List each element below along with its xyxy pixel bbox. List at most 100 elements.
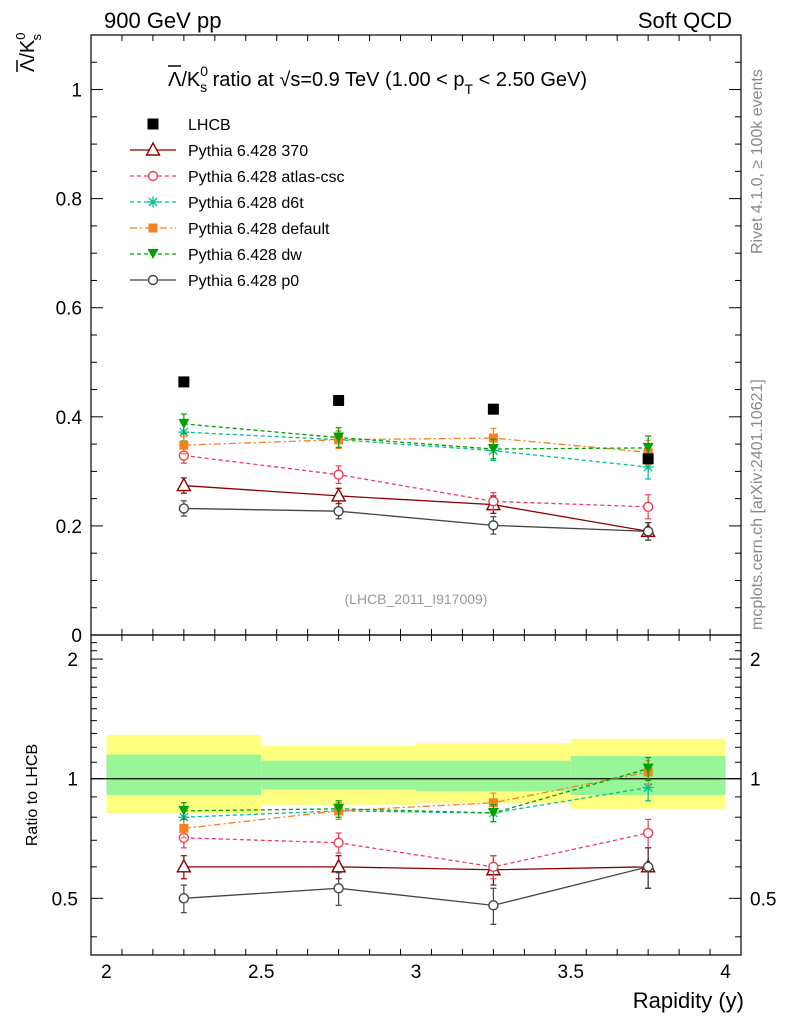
ylabel-sup: 0	[13, 33, 28, 40]
ratio-frame	[90, 634, 742, 956]
ratio-point-pythia-6-428-p0	[333, 883, 344, 894]
legend-label: Pythia 6.428 dw	[188, 247, 302, 264]
series-line-pythia-6-428-p0	[183, 507, 649, 533]
point-pythia-6-428-default	[488, 433, 498, 443]
legend-entry: Pythia 6.428 370	[130, 141, 308, 160]
x-axis-label: Rapidity (y)	[633, 988, 744, 1013]
ratio-point-pythia-6-428-default	[488, 798, 498, 808]
point-pythia-6-428-370	[176, 477, 192, 492]
ratio-point-pythia-6-428-default	[179, 823, 189, 833]
series-lhcb	[178, 376, 654, 465]
ratio-line-pythia-6-428-dw	[183, 768, 649, 814]
point-pythia-6-428-p0	[642, 526, 654, 537]
point-lhcb	[333, 394, 345, 406]
title-energy: s=0.9 TeV (1.00 < p	[290, 69, 464, 91]
x-tick-label: 2	[101, 962, 112, 983]
point-lhcb	[642, 453, 654, 465]
ratio-line-pythia-6-428-atlas-csc	[183, 832, 649, 868]
chart-title: Λ/K0 s ratio at √s=0.9 TeV (1.00 < pT < 2…	[168, 63, 587, 97]
rivet-version-label: Rivet 4.1.0, ≥ 100k events	[749, 69, 766, 254]
ylabel-lambda: Λ	[17, 58, 39, 72]
ratio-y-axis-label: Ratio to LHCB	[24, 744, 41, 846]
ratio-point-pythia-6-428-dw	[178, 805, 190, 816]
series-5	[178, 500, 654, 925]
point-pythia-6-428-atlas-csc	[642, 501, 654, 513]
series-line-pythia-6-428-370	[183, 484, 649, 533]
ylabel-sub: s	[29, 34, 44, 41]
star-stroke	[148, 197, 158, 207]
ratio-point-pythia-6-428-370	[176, 858, 192, 873]
star-stroke	[643, 783, 653, 793]
main-y-axis-label: Λ/K0s	[13, 33, 44, 73]
ratio-y-tick-label: 0.5	[52, 889, 78, 910]
legend-marker	[145, 141, 161, 156]
legend-label: Pythia 6.428 d6t	[188, 195, 304, 212]
mcplots-label: mcplots.cern.ch [arXiv:2401.10621]	[749, 379, 766, 630]
legend-entry: Pythia 6.428 p0	[130, 273, 299, 290]
point-pythia-6-428-p0	[333, 505, 344, 517]
legend-marker	[148, 223, 158, 233]
legend-label: Pythia 6.428 370	[188, 143, 308, 160]
point-pythia-6-428-atlas-csc	[333, 469, 344, 480]
x-tick-label: 3	[411, 962, 422, 983]
legend-label: LHCB	[188, 117, 231, 134]
legend-marker	[147, 118, 159, 130]
ratio-band-inner	[106, 754, 262, 795]
legend-marker	[147, 196, 159, 208]
ratio-point-pythia-6-428-atlas-csc	[333, 837, 344, 848]
point-lhcb	[487, 403, 499, 415]
y-tick-label: 0.4	[56, 408, 83, 429]
axes: 2 2.5 3 3.5 4 0 0.2 0.4 0.6 0.8 1 0.5 0.5 1 1 2 2	[52, 34, 776, 983]
point-pythia-6-428-dw	[333, 432, 345, 443]
ratio-point-pythia-6-428-p0	[488, 900, 499, 911]
header-right-label: Soft QCD	[638, 8, 732, 33]
ratio-bands	[91, 734, 741, 813]
ratio-point-pythia-6-428-p0	[642, 861, 654, 873]
series-line-pythia-6-428-default	[183, 437, 649, 453]
ratio-y-tick-label: 2	[67, 650, 78, 671]
point-pythia-6-428-dw	[178, 418, 190, 429]
title-sqrt: √	[279, 69, 290, 91]
legend-entry: Pythia 6.428 atlas-csc	[130, 169, 345, 186]
ylabel-k: /K	[17, 39, 39, 59]
legend-label: Pythia 6.428 p0	[188, 273, 299, 290]
ratio-band-inner	[416, 760, 571, 792]
point-pythia-6-428-dw	[487, 444, 499, 454]
x-tick-label: 3.5	[558, 962, 584, 983]
ratio-point-pythia-6-428-p0	[178, 893, 190, 904]
legend-entry: LHCB	[147, 117, 231, 134]
title-k: /K	[181, 69, 201, 91]
y-tick-label: 1	[71, 81, 82, 102]
series-line-pythia-6-428-dw	[183, 423, 649, 450]
legend-marker	[147, 170, 159, 182]
series-4	[178, 413, 654, 823]
svg-text:Λ/K0s ratio at √s=0.9 TeV (1.0: Λ/K0 s ratio at √s=0.9 TeV (1.00 < pT < 2…	[168, 63, 587, 97]
legend-marker	[147, 274, 159, 286]
x-tick-label: 2.5	[248, 962, 274, 983]
point-pythia-6-428-p0	[178, 503, 190, 514]
legend: LHCB Pythia 6.428 370 Pythia 6.428 atlas-c…	[130, 117, 345, 290]
point-lhcb	[178, 376, 190, 388]
y-tick-label: 0	[71, 626, 82, 647]
legend-entry: Pythia 6.428 dw	[130, 247, 302, 264]
series-layer	[176, 376, 656, 925]
ratio-y-tick-label-right: 1	[750, 770, 761, 791]
ratio-line-pythia-6-428-370	[183, 866, 649, 871]
ratio-line-pythia-6-428-p0	[183, 866, 649, 907]
title-range-end: < 2.50 GeV)	[473, 69, 587, 91]
ratio-line-pythia-6-428-default	[183, 771, 649, 830]
header-left-label: 900 GeV pp	[104, 8, 221, 33]
ratio-point-pythia-6-428-dw	[487, 807, 499, 818]
y-tick-label: 0.6	[56, 299, 82, 320]
title-sup: 0	[200, 63, 208, 79]
title-lambda: Λ	[168, 69, 182, 91]
svg-text:Λ/K0s: Λ/K0s	[13, 33, 44, 73]
title-subT: T	[465, 81, 474, 97]
ratio-point-pythia-6-428-atlas-csc	[642, 827, 654, 839]
ratio-point-pythia-6-428-dw	[333, 803, 345, 814]
series-0	[176, 477, 656, 889]
x-tick-label: 4	[720, 962, 731, 983]
series-line-pythia-6-428-atlas-csc	[183, 454, 649, 508]
ratio-y-tick-label-right: 2	[750, 650, 761, 671]
